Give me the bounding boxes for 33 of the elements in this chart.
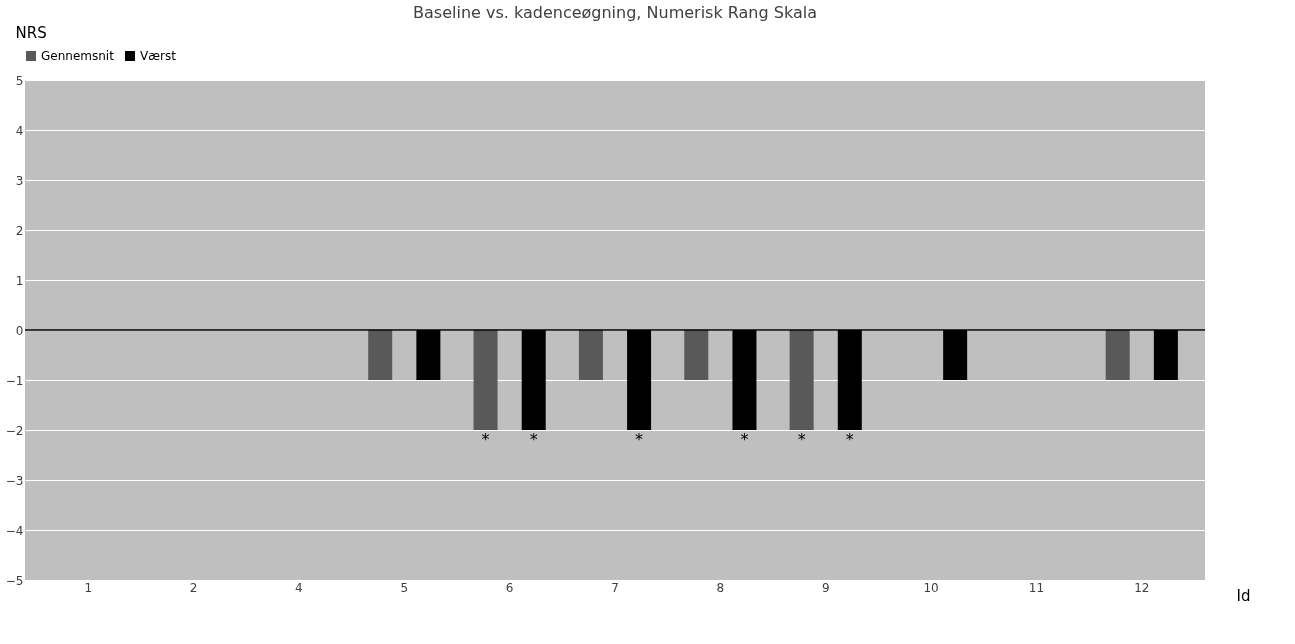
y-tick-label: −2 xyxy=(5,423,24,438)
x-tick-label: 5 xyxy=(400,580,409,595)
x-tick-label: 4 xyxy=(295,580,303,595)
y-tick-label: 0 xyxy=(15,323,24,338)
data-label: * xyxy=(635,430,644,449)
y-axis-title: NRS xyxy=(15,23,47,42)
y-tick-label: −4 xyxy=(5,523,24,538)
x-tick-label: 12 xyxy=(1134,580,1150,595)
data-label: * xyxy=(845,430,854,449)
y-tick-label: 2 xyxy=(15,223,24,238)
legend-label: Værst xyxy=(140,49,177,63)
data-label: * xyxy=(797,430,806,449)
x-tick-label: 7 xyxy=(611,580,619,595)
y-tick-label: 4 xyxy=(15,123,24,138)
x-tick-label: 11 xyxy=(1028,580,1045,595)
y-tick-label: −1 xyxy=(5,373,24,388)
y-tick-label: −5 xyxy=(5,573,24,588)
y-tick-label: 1 xyxy=(15,273,24,288)
x-tick-label: 10 xyxy=(923,580,939,595)
legend-label: Gennemsnit xyxy=(41,49,115,63)
data-label: * xyxy=(529,430,538,449)
y-tick-label: −3 xyxy=(5,473,24,488)
data-label: * xyxy=(740,430,749,449)
x-tick-label: 8 xyxy=(716,580,725,595)
x-tick-label: 9 xyxy=(821,580,830,595)
x-axis-title: Id xyxy=(1236,586,1251,605)
x-tick-label: 6 xyxy=(505,580,514,595)
data-label: * xyxy=(481,430,490,449)
y-tick-label: 3 xyxy=(15,173,24,188)
chart-title: Baseline vs. kadenceøgning, Numerisk Rang Skala xyxy=(413,3,817,22)
x-tick-label: 2 xyxy=(189,580,198,595)
x-tick-label: 1 xyxy=(84,580,93,595)
y-tick-label: 5 xyxy=(15,73,24,88)
